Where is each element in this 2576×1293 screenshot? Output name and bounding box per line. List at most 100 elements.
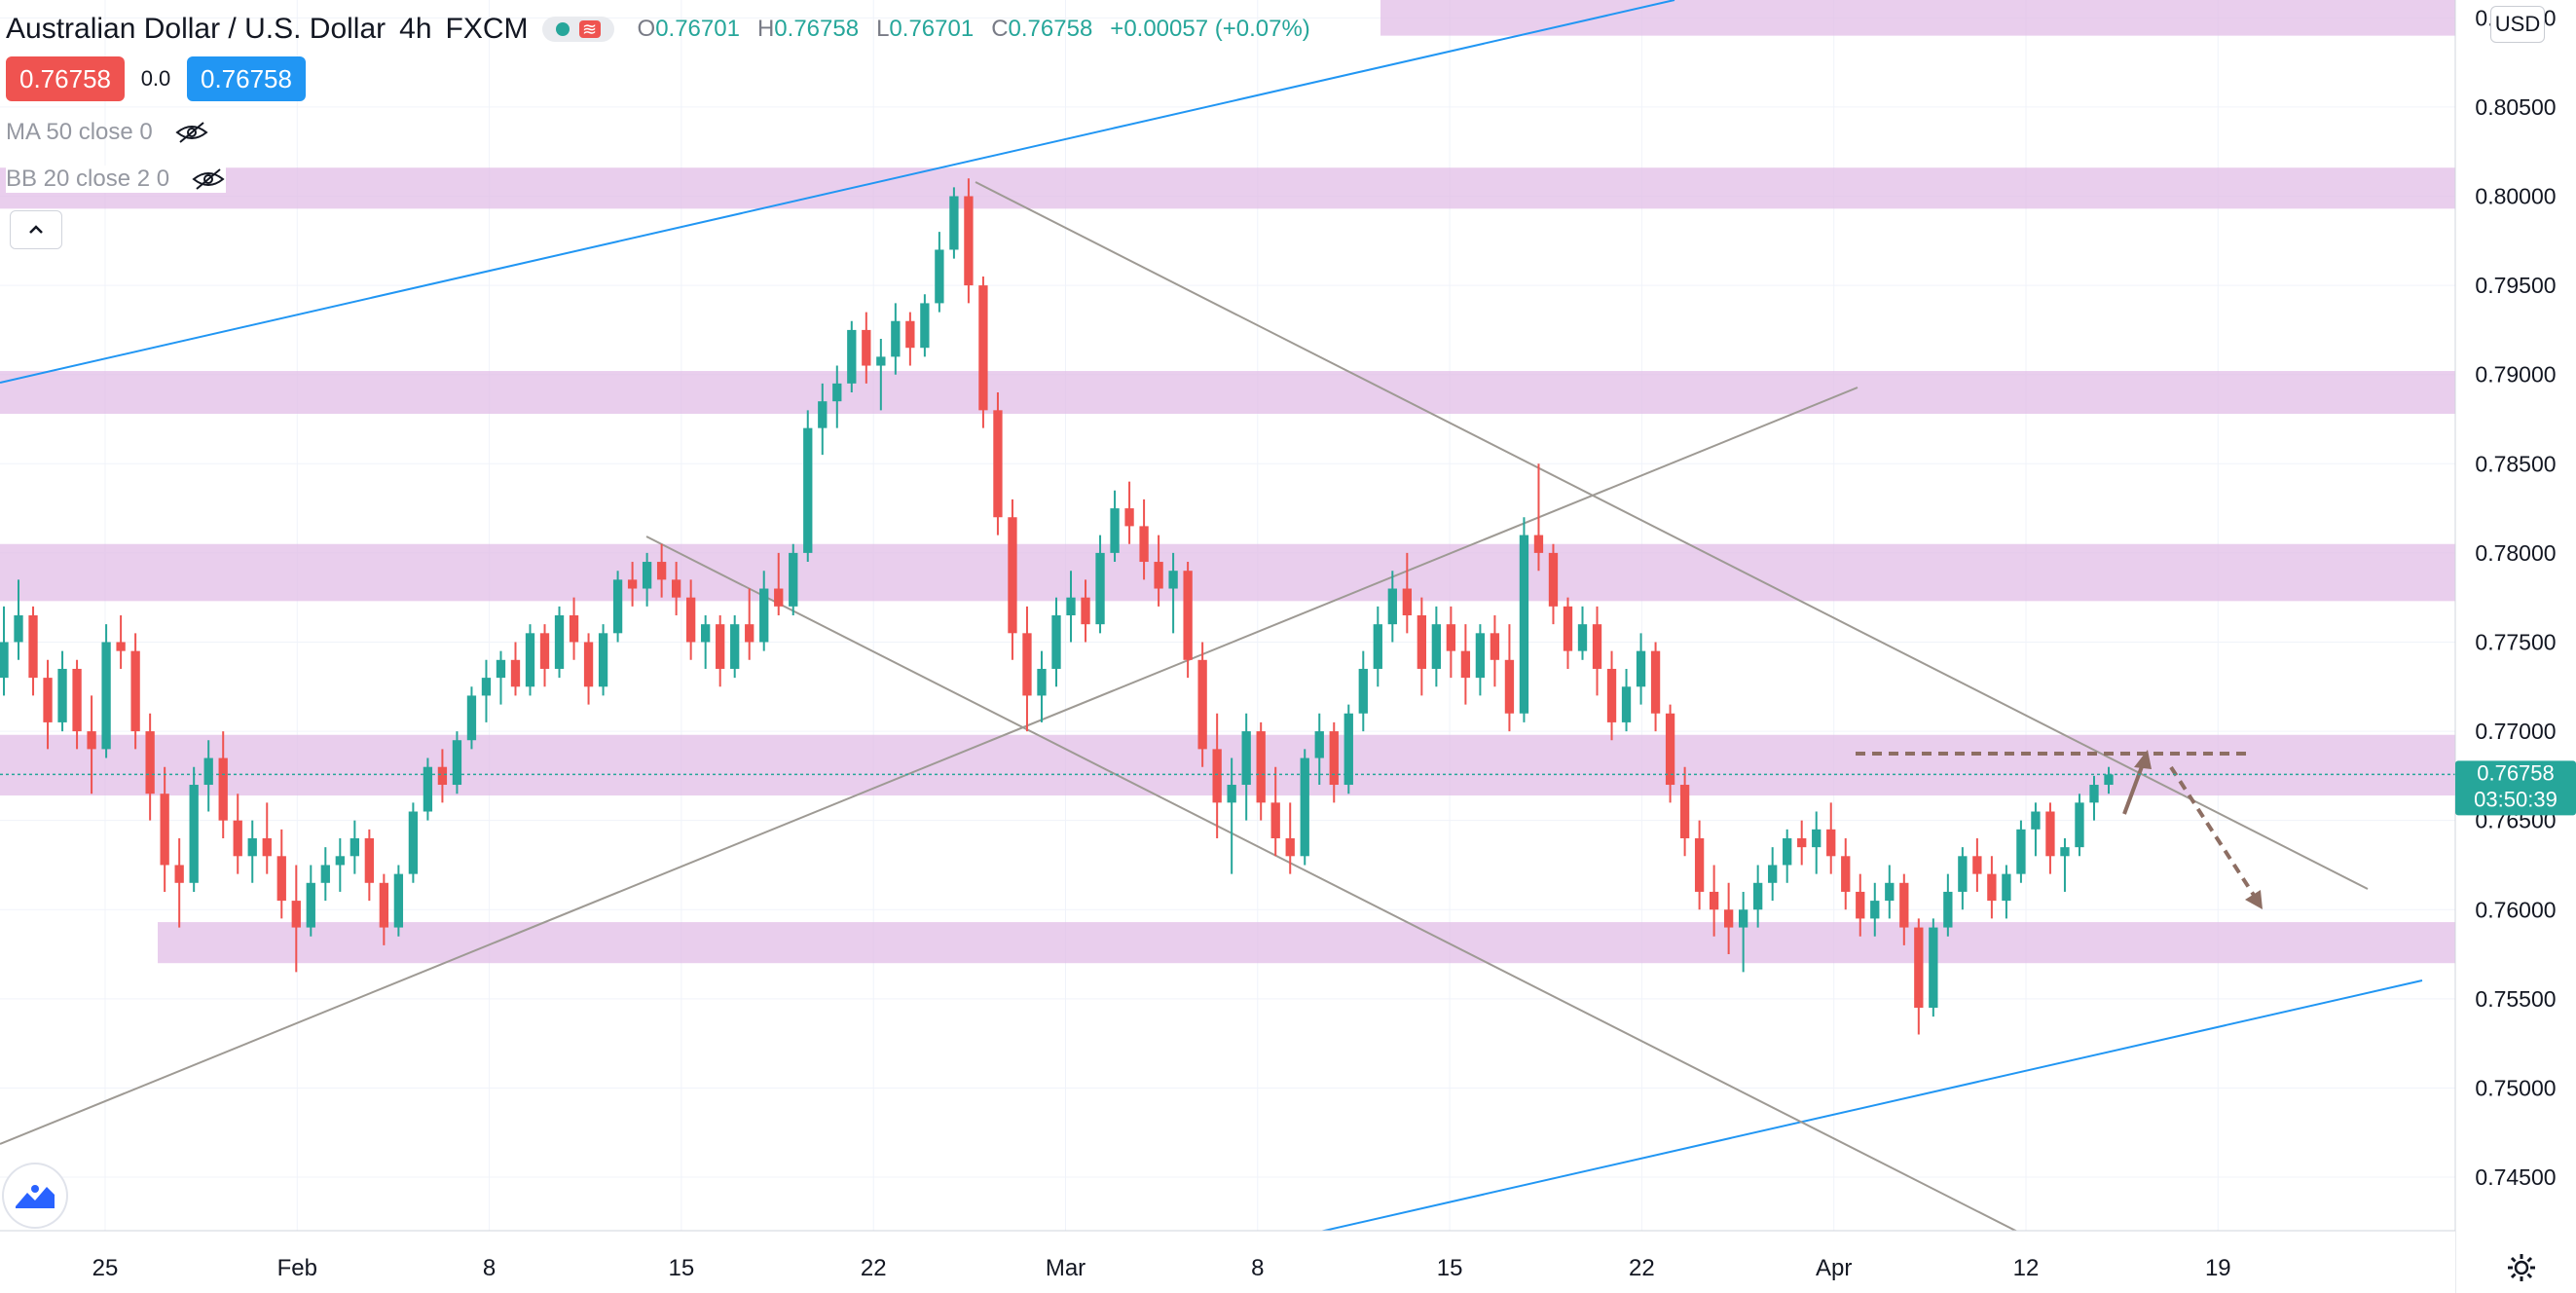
candle-body xyxy=(1665,713,1675,786)
candle-body xyxy=(1563,606,1573,651)
candle-body xyxy=(1270,802,1280,838)
candle-body xyxy=(1154,562,1163,589)
open-value: 0.76701 xyxy=(655,16,740,42)
candle-body xyxy=(1929,927,1938,1009)
candle-body xyxy=(1812,829,1822,848)
candle-body xyxy=(978,285,988,411)
candle-body xyxy=(247,837,257,857)
interval-label[interactable]: 4h xyxy=(399,13,432,45)
candle-body xyxy=(1490,633,1500,660)
candle-body xyxy=(1095,552,1105,625)
price-zone xyxy=(0,543,2455,602)
candle-body xyxy=(920,303,930,349)
close-label: C xyxy=(991,16,1009,42)
candle-body xyxy=(466,695,477,741)
candle-body xyxy=(1417,615,1427,669)
candle-body xyxy=(72,668,82,732)
candle-body xyxy=(1841,856,1851,892)
current-price-value: 0.76758 xyxy=(2477,760,2555,785)
candle-body xyxy=(1139,526,1149,563)
collapse-legend-button[interactable] xyxy=(10,210,62,249)
tradingview-logo[interactable] xyxy=(4,1164,66,1227)
candle-body xyxy=(949,196,959,250)
candle-body xyxy=(627,579,638,589)
candle-body xyxy=(1212,749,1222,803)
candle-body xyxy=(1504,659,1515,714)
eye-off-icon[interactable] xyxy=(174,121,209,144)
candle-body xyxy=(1475,633,1486,679)
candle-body xyxy=(935,249,944,304)
candle-body xyxy=(612,579,623,634)
candle-body xyxy=(57,668,67,722)
symbol-title[interactable]: Australian Dollar / U.S. Dollar xyxy=(6,13,386,45)
candle-body xyxy=(876,356,886,366)
status-dot-icon xyxy=(555,22,570,36)
candle-body xyxy=(1519,535,1529,714)
candle-body xyxy=(233,820,242,857)
candle-body xyxy=(1256,731,1266,803)
candle-body xyxy=(1533,535,1544,553)
candle-body xyxy=(745,624,754,643)
candle-body xyxy=(437,766,448,786)
candle-body xyxy=(1124,508,1134,527)
eye-off-icon[interactable] xyxy=(191,167,226,191)
candle-body xyxy=(525,633,535,687)
close-value: 0.76758 xyxy=(1008,16,1093,42)
time-tick-label: Feb xyxy=(277,1255,317,1281)
candle-body xyxy=(1358,668,1368,714)
candle-body xyxy=(1723,909,1734,928)
currency-label[interactable]: USD xyxy=(2490,6,2545,43)
candle-body xyxy=(1856,891,1865,919)
gear-icon[interactable] xyxy=(2502,1248,2541,1287)
candle-body xyxy=(1768,865,1778,883)
candle-body xyxy=(598,633,608,687)
indicator-bb[interactable]: BB 20 close 2 0 xyxy=(6,166,227,193)
candle-body xyxy=(642,562,652,589)
candle-body xyxy=(1329,731,1339,786)
sell-button[interactable]: 0.76758 xyxy=(6,56,125,101)
candle-body xyxy=(2016,829,2026,874)
up-arrow-head xyxy=(2134,750,2152,769)
time-tick-label: 15 xyxy=(1437,1255,1463,1281)
candle-body xyxy=(1958,856,1968,892)
price-axis[interactable]: 0.745000.750000.755000.760000.765000.770… xyxy=(2454,0,2576,1293)
buy-button[interactable]: 0.76758 xyxy=(186,56,306,101)
candle-body xyxy=(87,731,96,750)
candle-body xyxy=(1431,624,1442,669)
time-tick-label: 22 xyxy=(1629,1255,1655,1281)
candle-body xyxy=(774,588,784,607)
candle-body xyxy=(1197,659,1207,750)
ohlc-readout: O0.76701 H0.76758 L0.76701 C0.76758 +0.0… xyxy=(638,16,1310,43)
candle-body xyxy=(291,901,301,928)
status-pill[interactable]: ≋ xyxy=(541,17,614,42)
candle-body xyxy=(1081,597,1090,625)
candle-body xyxy=(1300,757,1309,857)
candle-body xyxy=(891,320,901,357)
candle-body xyxy=(993,410,1003,518)
candle-body xyxy=(656,562,667,580)
candle-body xyxy=(832,383,842,402)
candle-body xyxy=(1914,927,1924,1009)
price-tick-label: 0.75000 xyxy=(2475,1075,2556,1100)
candle-body xyxy=(905,320,915,349)
time-tick-label: 12 xyxy=(2013,1255,2040,1281)
price-tick-label: 0.77000 xyxy=(2475,719,2556,744)
price-tick-label: 0.78000 xyxy=(2475,540,2556,566)
candle-body xyxy=(452,740,462,786)
candle-body xyxy=(1797,837,1807,848)
time-axis[interactable]: 25 Feb 8 15 22 Mar 8 15 22 Apr 12 19 xyxy=(0,1230,2455,1293)
low-value: 0.76701 xyxy=(889,16,975,42)
candle-body xyxy=(276,856,286,902)
price-tick-label: 0.79500 xyxy=(2475,273,2556,298)
projection-annotations xyxy=(1856,750,2263,909)
candle-body xyxy=(818,401,828,428)
candle-body xyxy=(1314,731,1324,758)
candle-body xyxy=(1110,508,1120,553)
time-tick-label: 15 xyxy=(669,1255,695,1281)
indicator-ma[interactable]: MA 50 close 0 xyxy=(6,119,209,146)
candle-body xyxy=(759,588,769,643)
candle-body xyxy=(2104,774,2114,786)
candle-body xyxy=(803,427,813,553)
candle-body xyxy=(2045,811,2055,857)
